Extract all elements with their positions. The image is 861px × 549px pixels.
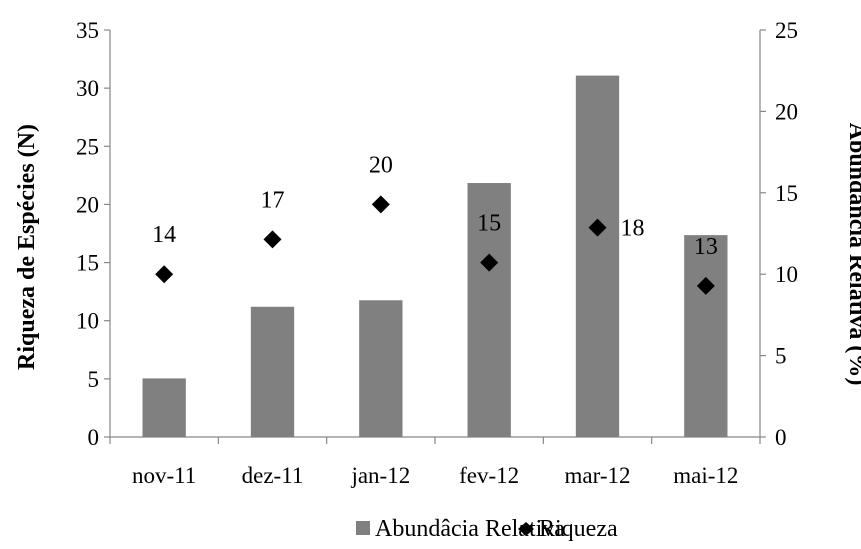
legend-label-abundancia: Abundâcia Relativa (375, 516, 565, 542)
y-tick-label: 10 (76, 309, 99, 334)
y-tick-label: 15 (76, 251, 99, 276)
data-label: 17 (261, 187, 285, 213)
data-label: 15 (477, 211, 501, 237)
tick-labels: 0 5 10 15 20 25 30 35 0 5 10 15 20 25 nov-11 dez-11 jan-… (76, 18, 798, 488)
y2-axis-title: Abundância Relativa (%) (844, 123, 861, 386)
bar (250, 306, 295, 437)
y2-tick-label: 5 (775, 344, 787, 369)
bar (142, 378, 186, 437)
y2-tick-label: 15 (775, 181, 798, 206)
y-tick-label: 25 (76, 134, 99, 159)
y-axis-title: Riqueza de Espécies (N) (14, 124, 40, 370)
y2-tick-label: 25 (775, 18, 798, 43)
y-tick-label: 5 (88, 367, 100, 392)
bar (684, 235, 728, 437)
data-label: 13 (694, 234, 718, 260)
point (371, 195, 390, 214)
y-tick-label: 0 (88, 425, 100, 450)
point (263, 230, 282, 249)
data-label: 18 (621, 216, 645, 242)
point (588, 218, 607, 237)
x-tick-label: mai-12 (673, 463, 738, 488)
y-tick-label: 30 (76, 76, 99, 101)
y2-tick-label: 10 (775, 262, 798, 287)
point-series: 14 17 20 15 18 13 (152, 152, 718, 295)
y2-tick-label: 0 (775, 425, 787, 450)
bar (575, 75, 620, 438)
y2-tick-label: 20 (775, 99, 798, 124)
data-label: 14 (152, 222, 176, 248)
x-tick-label: mar-12 (565, 463, 631, 488)
point (696, 276, 715, 295)
axes (104, 29, 766, 444)
x-tick-label: dez-11 (242, 463, 304, 488)
data-label: 20 (369, 152, 393, 178)
y-tick-label: 35 (76, 18, 99, 43)
legend-swatch-abundancia (356, 521, 370, 535)
bar (359, 300, 403, 437)
x-tick-label: nov-11 (132, 463, 196, 488)
x-tick-label: jan-12 (350, 463, 410, 488)
legend-label-riqueza: Riqueza (539, 516, 618, 542)
bar (467, 183, 511, 437)
legend-swatch-riqueza (518, 522, 534, 536)
point (480, 253, 499, 272)
y-tick-label: 20 (76, 192, 99, 217)
x-tick-label: fev-12 (459, 463, 519, 488)
legend: Abundâcia Relativa Riqueza (356, 516, 618, 542)
point (155, 265, 174, 284)
bar-series (142, 75, 728, 438)
